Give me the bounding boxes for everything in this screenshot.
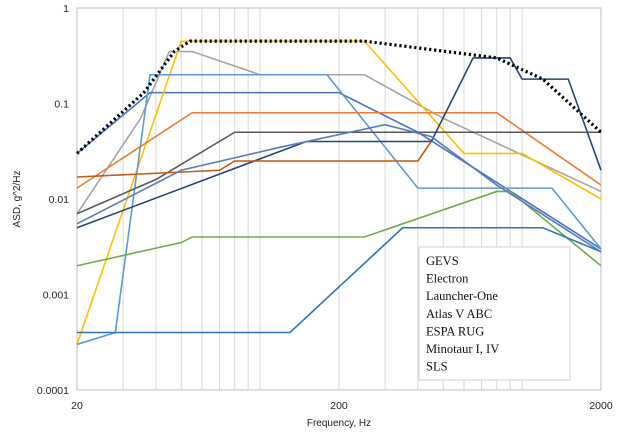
x-tick-label: 20 [71,400,83,412]
legend-entry: SLS [426,360,448,374]
series-line [76,123,602,253]
y-tick-label: 0.1 [54,99,69,111]
series-line [76,190,602,267]
y-tick-label: 0.001 [43,290,69,302]
series-line-envelope [75,39,603,155]
y-tick-label: 0.01 [49,194,70,206]
legend-entry: Minotaur I, IV [426,342,499,356]
series-line [77,226,602,334]
x-axis-title: Frequency, Hz [307,418,371,429]
series-line [76,131,601,215]
legend-entry: GEVS [426,254,459,268]
series-line [76,111,602,189]
y-axis-title: ASD, g^2/Hz [12,171,23,228]
series-layer [75,39,603,346]
series-line [76,57,602,229]
legend-entry: Atlas V ABC [426,307,492,321]
legend-box [418,246,571,381]
series-line [76,141,432,178]
legend-entries: GEVS Electron Launcher-One Atlas V ABC ESPA … [426,254,499,374]
series-line [76,40,602,345]
y-tick-label: 1 [63,3,69,15]
x-tick-label: 200 [330,400,348,412]
legend-entry: ESPA RUG [426,324,484,338]
grid [122,8,523,390]
y-tick-label: 0.0001 [37,385,69,397]
legend-entry: Launcher-One [426,289,498,303]
legend-entry: Electron [426,272,469,286]
x-tick-label: 2000 [589,400,613,412]
legend: GEVS Electron Launcher-One Atlas V ABC ESPA … [418,246,571,381]
